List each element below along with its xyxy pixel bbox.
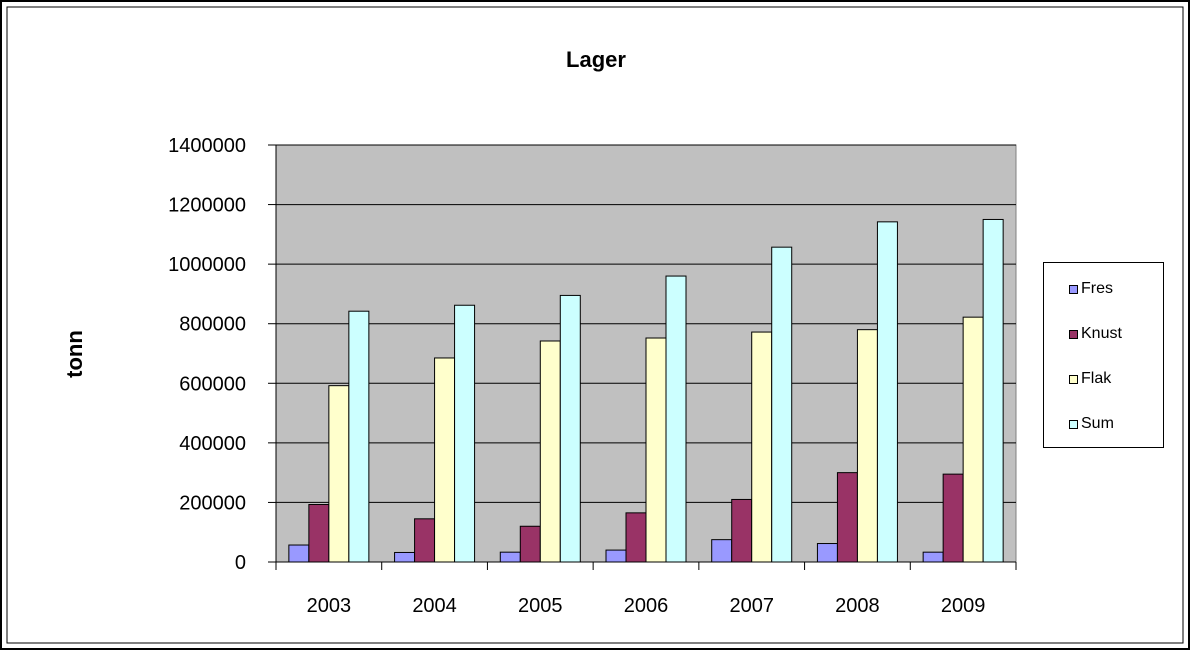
chart-frame-inner (6, 6, 1184, 644)
x-tick-label: 2006 (624, 595, 669, 617)
bar-sum-2008 (876, 221, 898, 563)
chart-title: Lager (566, 47, 626, 72)
bar-knust-2006 (625, 512, 647, 563)
bar-flak-2006 (645, 337, 667, 563)
bar-knust-2004 (414, 518, 436, 563)
legend-swatch (1069, 329, 1078, 339)
bar-sum-2006 (665, 275, 687, 563)
bar-fres-2003 (288, 544, 310, 563)
y-tick-label: 800000 (179, 314, 246, 336)
x-tick-label: 2005 (518, 595, 563, 617)
axes (268, 144, 1017, 570)
x-tick-label: 2008 (835, 595, 880, 617)
y-tick-labels: 0 200000 400000 600000 800000 1000000 1200000 1… (168, 135, 246, 574)
bar-sum-2004 (454, 304, 476, 563)
bar-fres-2004 (394, 551, 416, 563)
bar-flak-2007 (751, 331, 773, 563)
bar-knust-2009 (942, 473, 964, 563)
y-tick-label: 0 (235, 552, 246, 574)
x-tick-labels: 2003 2004 2005 2006 2007 2008 2009 (307, 595, 986, 617)
legend-item-flak: Flak (1069, 369, 1111, 389)
y-tick-label: 400000 (179, 433, 246, 455)
legend-swatch (1069, 284, 1078, 294)
bar-knust-2008 (836, 472, 858, 563)
bar-fres-2008 (816, 543, 838, 563)
y-axis-label: tonn (62, 330, 87, 378)
legend-label: Flak (1081, 370, 1112, 387)
bar-knust-2005 (519, 525, 541, 563)
bar-sum-2007 (771, 246, 793, 563)
y-tick-label: 1000000 (168, 254, 246, 276)
y-tick-label: 1400000 (168, 135, 246, 157)
x-tick-label: 2004 (412, 595, 457, 617)
bar-sum-2003 (348, 310, 370, 563)
bar-knust-2007 (731, 498, 753, 563)
legend-item-knust: Knust (1069, 324, 1122, 344)
x-tick-label: 2009 (941, 595, 986, 617)
bars (288, 218, 1004, 563)
bar-fres-2005 (499, 551, 521, 563)
legend: Fres Knust Flak Sum (1043, 262, 1164, 448)
legend-label: Sum (1081, 415, 1114, 432)
bar-flak-2005 (539, 340, 561, 563)
legend-label: Knust (1081, 325, 1122, 342)
bar-sum-2005 (559, 294, 581, 563)
bar-knust-2003 (308, 504, 330, 563)
bar-fres-2006 (605, 549, 627, 563)
x-tick-label: 2007 (729, 595, 774, 617)
bar-flak-2003 (328, 385, 350, 563)
legend-swatch (1069, 374, 1078, 384)
bar-fres-2009 (922, 551, 944, 563)
bar-sum-2009 (982, 218, 1004, 563)
legend-item-fres: Fres (1069, 279, 1113, 299)
y-tick-label: 200000 (179, 492, 246, 514)
y-tick-label: 600000 (179, 373, 246, 395)
legend-label: Fres (1081, 280, 1113, 297)
bar-flak-2004 (434, 357, 456, 563)
y-tick-label: 1200000 (168, 195, 246, 217)
bar-flak-2009 (962, 316, 984, 563)
bar-flak-2008 (856, 329, 878, 563)
legend-swatch (1069, 419, 1078, 429)
legend-item-sum: Sum (1069, 414, 1114, 434)
bar-fres-2007 (711, 539, 733, 563)
x-tick-label: 2003 (307, 595, 352, 617)
